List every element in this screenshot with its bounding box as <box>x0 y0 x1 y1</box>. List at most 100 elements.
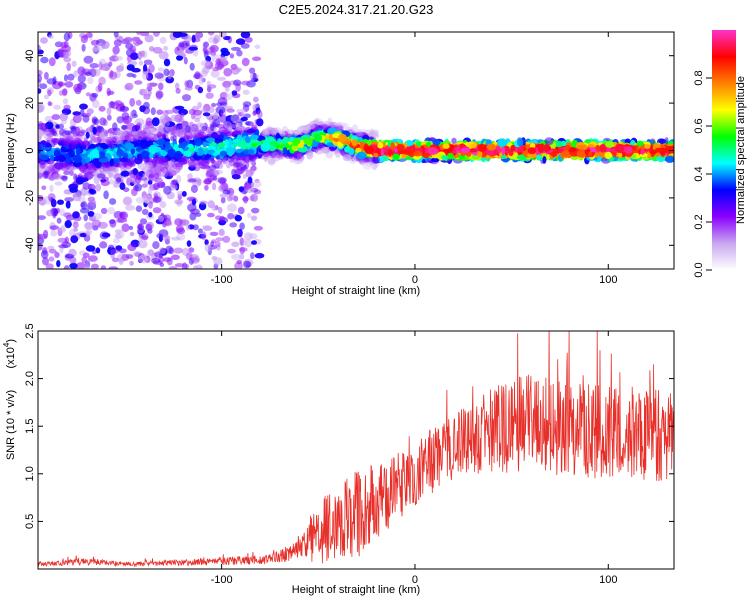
heatmap-cell <box>56 260 61 268</box>
heatmap-cell <box>392 153 400 161</box>
heatmap-cell <box>89 63 99 69</box>
heatmap-cell <box>78 177 89 183</box>
heatmap-cell <box>199 200 208 205</box>
heatmap-cell <box>243 260 251 269</box>
heatmap-cell <box>59 227 66 232</box>
heatmap-cell <box>62 98 69 105</box>
heatmap-cell <box>224 84 230 93</box>
heatmap-cell <box>147 130 152 137</box>
heatmap-cell <box>242 89 250 95</box>
heatmap-cell <box>119 106 130 113</box>
heatmap-cell <box>163 221 173 227</box>
heatmap-cell <box>153 193 159 202</box>
heatmap-cell <box>162 234 168 241</box>
heatmap-cell <box>49 184 54 193</box>
heatmap-cell <box>128 225 134 230</box>
heatmap-cell <box>262 129 270 135</box>
heatmap-cell <box>219 32 227 38</box>
heatmap-cell <box>214 160 222 167</box>
heatmap-cell <box>87 211 95 217</box>
heatmap-cell <box>89 143 96 149</box>
heatmap-cell <box>92 213 103 220</box>
heatmap-cell <box>241 57 250 67</box>
heatmap-cell <box>121 124 127 130</box>
heatmap-cell <box>73 70 78 78</box>
heatmap-cell <box>88 255 98 262</box>
heatmap-cell <box>52 138 62 144</box>
heatmap-cell <box>215 106 226 114</box>
heatmap-cell <box>218 228 225 236</box>
heatmap-cell <box>163 185 172 195</box>
heatmap-cell <box>79 232 87 238</box>
heatmap-cell <box>108 266 119 269</box>
heatmap-cell <box>147 89 152 97</box>
heatmap-cell <box>122 196 133 206</box>
heatmap-cell <box>124 82 134 91</box>
heatmap-cell <box>68 183 79 191</box>
heatmap-cell <box>127 243 137 252</box>
heatmap-cell <box>554 140 564 148</box>
heatmap-cell <box>174 199 184 205</box>
heatmap-cell <box>114 55 123 61</box>
heatmap-cell <box>100 207 108 215</box>
heatmap-cell <box>129 45 137 54</box>
heatmap-cell <box>156 138 166 146</box>
heatmap-cell <box>186 134 195 139</box>
heatmap-cell <box>80 165 87 174</box>
heatmap-cell <box>64 253 72 261</box>
heatmap-cell <box>175 224 184 233</box>
heatmap-cell <box>188 178 197 183</box>
heatmap-cell <box>43 94 50 100</box>
heatmap-cell <box>162 109 169 117</box>
heatmap-cell <box>184 34 192 43</box>
heatmap-cell <box>226 108 235 113</box>
heatmap-cell <box>174 105 185 110</box>
heatmap-cell <box>103 190 109 200</box>
heatmap-cell <box>85 131 90 139</box>
heatmap-cell <box>136 32 141 36</box>
heatmap-cell <box>84 222 93 230</box>
heatmap-cell <box>192 224 199 231</box>
heatmap-cell <box>217 142 226 148</box>
heatmap-cell <box>233 79 242 87</box>
heatmap-cell <box>408 145 416 152</box>
heatmap-cell <box>95 247 101 254</box>
heatmap-cell <box>233 162 244 168</box>
heatmap-cell <box>190 185 198 193</box>
heatmap-cell <box>57 82 66 87</box>
heatmap-cell <box>183 57 188 65</box>
heatmap-cell <box>63 212 72 218</box>
heatmap-cell <box>210 69 220 78</box>
heatmap-cell <box>96 173 106 179</box>
heatmap-cell <box>589 147 596 153</box>
heatmap-cell <box>649 138 656 145</box>
heatmap-cell <box>57 48 64 57</box>
heatmap-cell <box>57 199 64 205</box>
heatmap-cell <box>188 161 197 168</box>
heatmap-cell <box>216 76 227 81</box>
heatmap-cell <box>241 80 251 86</box>
heatmap-cell <box>108 166 117 171</box>
heatmap-cell <box>148 173 154 182</box>
heatmap-cell <box>343 154 352 162</box>
heatmap-cell <box>138 240 148 249</box>
heatmap-cell <box>201 107 210 113</box>
heatmap-cell <box>66 62 71 72</box>
heatmap-cell <box>212 112 220 119</box>
heatmap-cell <box>69 256 77 264</box>
heatmap-cell <box>370 128 375 136</box>
heatmap-cell <box>186 240 192 247</box>
heatmap-cell <box>56 217 62 224</box>
heatmap-cell <box>95 126 105 133</box>
heatmap-cell <box>170 125 176 132</box>
heatmap-cell <box>118 130 128 137</box>
heatmap-cell <box>219 215 226 223</box>
heatmap-cell <box>113 39 122 47</box>
heatmap-cell <box>148 212 153 218</box>
heatmap-cell <box>166 257 173 266</box>
heatmap-cell <box>138 60 144 66</box>
heatmap-cell <box>153 182 160 191</box>
heatmap-cell <box>143 59 153 65</box>
heatmap-cell <box>120 170 130 177</box>
heatmap-cell <box>214 240 221 248</box>
